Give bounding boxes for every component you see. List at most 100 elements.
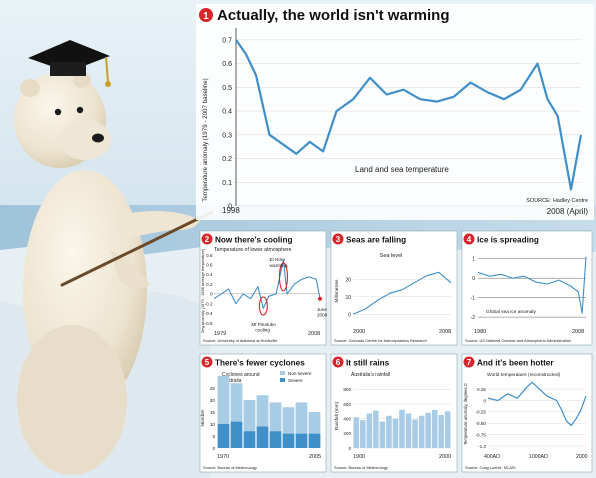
bar-severe [282, 433, 295, 448]
rainfall-bar [353, 417, 360, 448]
y-tick-label: -0.75 [476, 432, 487, 437]
annotation: June [317, 307, 327, 312]
y-axis-label: Millimetres [334, 279, 340, 303]
y-tick-label: 0 [472, 276, 475, 282]
y-tick-label: 200 [343, 431, 351, 436]
y-tick-label: -1 [471, 296, 476, 302]
y-tick-label: 25 [210, 386, 216, 391]
bar-non-severe [269, 402, 282, 432]
bar-severe [256, 426, 269, 448]
main-chart: 1 Actually, the world isn't warming 0.7 0.6… [196, 4, 594, 220]
panel-title: Seas are falling [346, 236, 406, 245]
panel-title: There's fewer cyclones [215, 359, 305, 368]
y-tick-label: 0.7 [222, 37, 232, 44]
y-tick-label: -0.25 [476, 410, 487, 415]
y-tick-label: 0 [348, 312, 351, 318]
chart-panel-5: 5 There's fewer cyclones Source: Bureau of… [199, 353, 327, 473]
y-tick-label: 0.2 [222, 156, 232, 163]
x-end-label: 2008 [572, 329, 584, 335]
rainfall-bar [412, 419, 418, 448]
bar-non-severe [308, 412, 321, 434]
y-tick-label: 600 [343, 402, 351, 407]
y-tick-label: -0.4 [205, 311, 213, 316]
x-end-label: 2008 (April) [547, 207, 589, 216]
chart-panel-4: 4 Ice is spreading Source: US National Oce… [461, 230, 593, 346]
rainfall-bar [405, 413, 412, 448]
panel-title: Now there's cooling [215, 236, 292, 245]
annotation: cooling [255, 328, 270, 333]
el-nino-highlight [278, 262, 288, 292]
source-credit: Source: US National Oceanic and Atmosphe… [465, 338, 571, 343]
y-tick-label: 0 [228, 204, 232, 211]
rainfall-bar [418, 415, 425, 448]
panel-subtitle: World temperature (reconstructed) [487, 372, 561, 378]
x-start-label: 1979 [214, 331, 226, 337]
y-tick-label: 0 [210, 292, 213, 297]
x-start-label: 2000 [353, 329, 365, 335]
y-tick-label: -0.6 [205, 321, 213, 326]
bar-non-severe [256, 395, 269, 427]
panel-title: Ice is spreading [477, 236, 539, 245]
rainfall-bar [425, 412, 431, 448]
polar-bear-illustration [14, 40, 214, 475]
source-credit: Source: Bureau of Meteorology [334, 465, 388, 470]
bar-non-severe [230, 383, 243, 422]
y-tick-label: 0.8 [206, 253, 213, 258]
panel-number-badge [332, 233, 344, 245]
chart-panel-7: 7 And it's been hotter Source: Craig Loehl… [461, 353, 593, 473]
panel-subtitle: Temperature of lower atmosphere [214, 247, 292, 253]
rainfall-bar [444, 411, 451, 448]
bar-non-severe [217, 376, 230, 424]
x-start-label: 1980 [474, 329, 486, 335]
x-start-label: 1900 [353, 454, 365, 460]
panel-background [461, 353, 593, 473]
y-tick-label: 0.4 [206, 272, 213, 277]
x-end-label: 2005 [309, 454, 321, 460]
panel-number: 2 [205, 235, 210, 244]
x-start-label: 1970 [217, 454, 229, 460]
x-tick-label: 1000AD [529, 454, 548, 460]
y-axis-label: Temperature anomaly (1979 - 2007 baselin… [202, 78, 209, 201]
bar-non-severe [295, 402, 308, 434]
legend-swatch [280, 378, 285, 382]
rainfall-bar [431, 409, 438, 448]
chart-panels: 2 Now there's cooling Source: University o… [199, 230, 593, 473]
panel-number: 3 [336, 235, 341, 244]
legend-swatch [280, 371, 285, 375]
annotation: El Nino [269, 257, 285, 263]
y-axis-label: Temperature anomaly, degrees C [463, 383, 468, 445]
series-label: Global sea ice anomaly [486, 309, 536, 315]
bar-severe [295, 433, 308, 448]
panel-number-badge [201, 233, 213, 245]
rainfall-bar [373, 410, 379, 448]
annotation: warming [269, 263, 287, 269]
panel-number-badge [199, 8, 213, 22]
y-tick-label: -2 [471, 315, 476, 321]
y-axis-label: Number [200, 409, 206, 426]
y-tick-label: -0.50 [476, 421, 487, 426]
x-end-label: 2008 [439, 329, 451, 335]
y-tick-label: 0.4 [222, 109, 232, 116]
bar-non-severe [243, 400, 256, 432]
bar-severe [217, 424, 230, 448]
bar-severe [243, 431, 256, 448]
panel-background [330, 230, 458, 346]
panel-number: 7 [467, 358, 472, 367]
rainfall-bar [399, 409, 405, 448]
panel-background [461, 230, 593, 346]
bar-non-severe [282, 407, 295, 434]
rainfall-bar [366, 413, 373, 448]
y-tick-label: 10 [210, 422, 216, 427]
x-tick-label: 2000 [576, 454, 588, 460]
panel-title: It still rains [346, 359, 390, 368]
y-tick-label: 15 [210, 410, 216, 415]
panel-number-badge [463, 356, 475, 368]
x-start-label: 1998 [222, 206, 240, 215]
source-credit: Source: Bureau of Meteorology [203, 465, 257, 470]
y-tick-label: -1.0 [478, 444, 486, 449]
y-tick-label: 0 [348, 446, 351, 451]
panel-number-badge [201, 356, 213, 368]
bar-severe [269, 431, 282, 448]
y-tick-label: -0.2 [205, 301, 213, 306]
